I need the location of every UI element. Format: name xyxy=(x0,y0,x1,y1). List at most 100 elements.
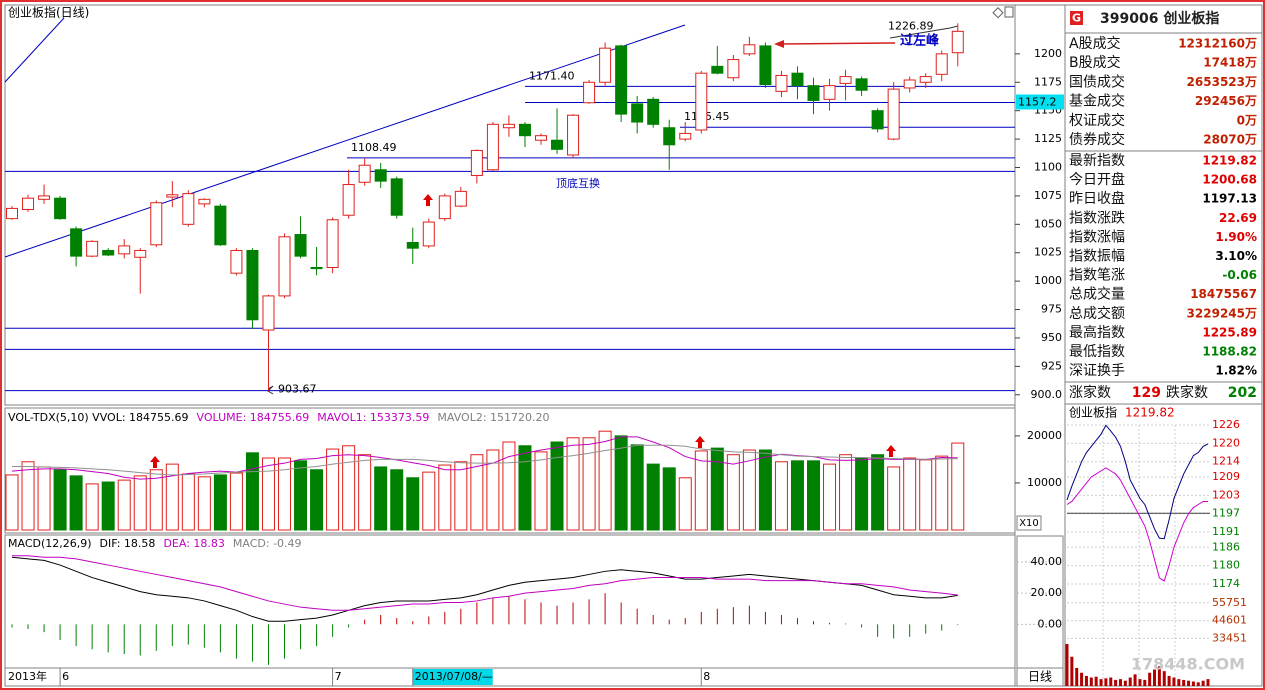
candle-body xyxy=(727,59,740,79)
candle-body xyxy=(855,78,868,91)
volume-bar xyxy=(101,481,115,531)
scale-label: X10 xyxy=(1019,518,1039,529)
candle-body xyxy=(6,207,18,220)
period-tab[interactable]: 日线 xyxy=(1028,670,1052,684)
y-tick-label: 1180 xyxy=(1212,559,1240,572)
period-tab-box[interactable] xyxy=(1016,667,1064,687)
y-tick-label: 20.00 xyxy=(1031,586,1063,599)
info-value: 0万 xyxy=(1237,113,1257,127)
window-icon[interactable] xyxy=(992,7,1004,19)
info-value: 18475567 xyxy=(1190,287,1257,301)
mini-volume-bar xyxy=(1153,669,1157,686)
watermark: 178448.COM xyxy=(1131,655,1245,674)
y-tick-label: 0.00 xyxy=(1038,617,1063,630)
info-value: 1219.82 xyxy=(1202,154,1257,168)
volume-bar xyxy=(951,442,965,531)
candle-body xyxy=(887,88,900,140)
volume-bar xyxy=(229,472,243,531)
mini-volume-bar xyxy=(1104,678,1108,686)
info-value: 1.90% xyxy=(1215,230,1257,244)
candle-body xyxy=(791,72,804,87)
info-label: 今日开盘 xyxy=(1069,171,1125,188)
y-tick-label: 1214 xyxy=(1212,455,1240,468)
mini-volume-bar xyxy=(1099,679,1103,686)
chart-title: 创业板指(日线) xyxy=(8,5,89,20)
candle-body xyxy=(871,110,884,130)
y-tick-label: 1203 xyxy=(1212,488,1240,501)
candle-body xyxy=(182,193,195,225)
legend-entry: VOL-TDX(5,10) VVOL: 184755.69 xyxy=(8,411,189,424)
mini-volume-bar xyxy=(1084,675,1088,686)
candle-body xyxy=(502,123,515,129)
candle-body xyxy=(759,45,772,86)
candle-body xyxy=(70,228,83,257)
volume-bar xyxy=(181,473,195,531)
mini-volume-bar xyxy=(1118,679,1122,686)
y-tick-label: 1209 xyxy=(1212,470,1240,483)
info-value: 3229245万 xyxy=(1187,306,1257,320)
candle-body xyxy=(919,76,932,83)
scale-box xyxy=(1016,515,1042,531)
volume-bar xyxy=(807,460,820,531)
volume-bar xyxy=(294,460,308,531)
legend-entry: MACD: -0.49 xyxy=(233,537,302,550)
volume-bar xyxy=(213,474,227,531)
mini-volume-bar xyxy=(1070,656,1074,686)
volume-bar xyxy=(37,466,51,531)
volume-bar xyxy=(438,464,452,531)
y-tick-label: 900.0 xyxy=(1031,388,1063,401)
volume-bar xyxy=(197,476,211,531)
volume-bar xyxy=(662,467,676,531)
mini-volume-bar xyxy=(1187,680,1191,686)
candle-body xyxy=(743,44,756,55)
window-icon[interactable] xyxy=(1004,6,1014,18)
candle-body xyxy=(294,234,307,257)
candle-body xyxy=(695,72,708,131)
candle-body xyxy=(102,249,115,256)
y-tick-label: 1050 xyxy=(1034,217,1062,230)
info-label: 最高指数 xyxy=(1069,324,1125,341)
dea-line xyxy=(12,555,958,611)
annotation: 过左峰 xyxy=(900,33,940,49)
y-tick-label: 1000 xyxy=(1034,274,1062,287)
y-tick-label: 1186 xyxy=(1212,540,1240,553)
mini-volume-bar xyxy=(1089,677,1093,686)
annotation: 顶底互换 xyxy=(556,176,600,190)
candle-body xyxy=(406,242,419,249)
y-tick-label: 975 xyxy=(1041,303,1062,316)
volume-bar xyxy=(935,455,949,531)
volume-bar xyxy=(582,437,596,531)
candle-body xyxy=(246,249,259,321)
info-value: 22.69 xyxy=(1219,211,1257,225)
info-label: 深证换手 xyxy=(1069,362,1125,379)
price-line xyxy=(1066,424,1209,540)
y-tick-label: 44601 xyxy=(1212,614,1247,627)
signal-arrow xyxy=(423,194,433,206)
candle-body xyxy=(214,205,227,246)
candle-body xyxy=(615,45,628,115)
candle-body xyxy=(679,132,692,140)
candle-body xyxy=(823,85,836,100)
mini-volume-bar xyxy=(1196,682,1200,686)
volume-bar xyxy=(278,457,292,531)
y-tick-label: 925 xyxy=(1041,359,1062,372)
level-label: 903.67 xyxy=(278,383,317,396)
candle-body xyxy=(647,98,660,125)
level-box xyxy=(1016,94,1064,110)
info-value: 1.82% xyxy=(1215,364,1257,378)
candle-body xyxy=(150,202,163,246)
candle-body xyxy=(935,53,948,75)
info-label: 昨日收盘 xyxy=(1069,190,1125,207)
mini-volume-bar xyxy=(1143,679,1147,686)
volume-bar xyxy=(839,454,853,531)
candle-body xyxy=(951,30,964,54)
date-highlight xyxy=(412,669,493,685)
level-label: 1171.40 xyxy=(529,69,575,82)
candle-body xyxy=(534,135,547,141)
mini-volume-bar xyxy=(1075,667,1079,686)
volume-bar xyxy=(486,449,500,531)
stat: 跌家数 xyxy=(1166,384,1208,401)
peak-pointer xyxy=(889,25,959,39)
